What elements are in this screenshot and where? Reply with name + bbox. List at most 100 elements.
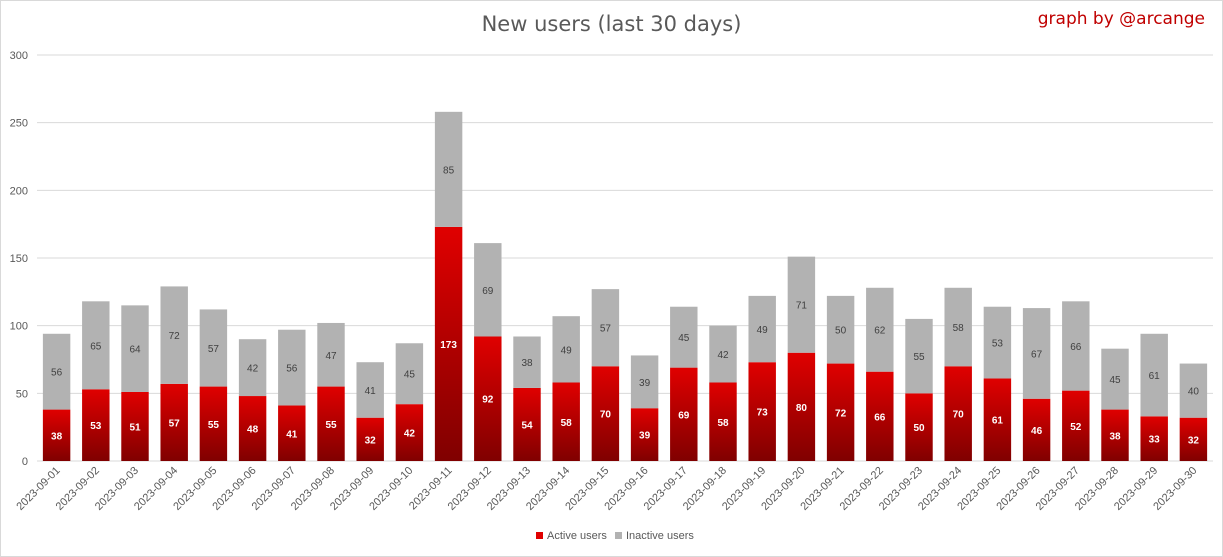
data-label-inactive: 57 bbox=[208, 344, 220, 355]
bar-inactive-users bbox=[983, 306, 1012, 379]
bar-inactive-users bbox=[1179, 363, 1208, 418]
data-label-inactive: 40 bbox=[1188, 387, 1200, 398]
data-label-active: 55 bbox=[208, 420, 220, 431]
data-label-inactive: 85 bbox=[443, 165, 455, 176]
data-label-inactive: 69 bbox=[482, 286, 494, 297]
bar-active-users bbox=[160, 383, 188, 461]
bar-active-users bbox=[866, 371, 894, 461]
data-label-inactive: 42 bbox=[717, 350, 729, 361]
data-label-active: 61 bbox=[992, 416, 1004, 427]
legend: Active users Inactive users bbox=[536, 530, 694, 542]
data-label-inactive: 38 bbox=[521, 358, 533, 369]
bar-inactive-users bbox=[317, 322, 345, 387]
data-label-active: 72 bbox=[835, 408, 847, 419]
data-label-inactive: 64 bbox=[129, 345, 141, 356]
bar-active-users bbox=[748, 362, 776, 461]
bar-inactive-users bbox=[82, 301, 110, 390]
bar-inactive-users bbox=[356, 362, 384, 418]
data-label-active: 46 bbox=[1031, 426, 1043, 437]
data-label-inactive: 45 bbox=[678, 333, 690, 344]
bar-inactive-users bbox=[278, 329, 306, 406]
bar-active-users bbox=[670, 367, 698, 461]
bar-active-users bbox=[278, 405, 306, 461]
data-label-inactive: 42 bbox=[247, 364, 259, 375]
data-label-active: 39 bbox=[639, 431, 651, 442]
data-label-inactive: 49 bbox=[561, 345, 573, 356]
y-tick-label: 100 bbox=[10, 321, 28, 333]
bars: 38 56 53 65 51 64 57 72 55 57 48 42 41 56 55 47 32 41 42 45… bbox=[42, 111, 1208, 461]
bar-inactive-users bbox=[160, 286, 188, 384]
bar-inactive-users bbox=[552, 316, 580, 383]
bar-active-users bbox=[1101, 409, 1129, 461]
data-label-inactive: 47 bbox=[325, 351, 337, 362]
bar-active-users bbox=[1140, 416, 1168, 461]
bar-inactive-users bbox=[513, 336, 541, 388]
bar-active-users bbox=[199, 386, 228, 461]
data-label-inactive: 56 bbox=[286, 364, 298, 375]
data-label-active: 70 bbox=[953, 410, 965, 421]
bar-active-users bbox=[552, 382, 580, 461]
data-label-inactive: 66 bbox=[1070, 342, 1082, 353]
bar-active-users bbox=[513, 387, 541, 461]
legend-swatch-active bbox=[536, 532, 543, 539]
bar-inactive-users bbox=[42, 333, 71, 410]
data-label-active: 52 bbox=[1070, 422, 1082, 433]
data-label-active: 51 bbox=[129, 422, 141, 433]
y-tick-label: 250 bbox=[10, 118, 28, 130]
data-label-active: 38 bbox=[51, 431, 63, 442]
x-axis-ticks: 2023-09-012023-09-022023-09-032023-09-04… bbox=[14, 465, 1199, 513]
bar-active-users bbox=[317, 386, 345, 461]
data-label-inactive: 41 bbox=[365, 386, 377, 397]
data-label-active: 173 bbox=[440, 340, 457, 351]
bar-inactive-users bbox=[121, 305, 149, 392]
data-label-active: 70 bbox=[600, 410, 612, 421]
data-label-inactive: 45 bbox=[1109, 375, 1121, 386]
data-label-inactive: 62 bbox=[874, 326, 886, 337]
data-label-inactive: 55 bbox=[913, 352, 925, 363]
data-label-inactive: 49 bbox=[757, 325, 769, 336]
bar-inactive-users bbox=[866, 287, 894, 372]
data-label-inactive: 56 bbox=[51, 368, 63, 379]
bar-active-users bbox=[1179, 417, 1208, 461]
bar-active-users bbox=[630, 408, 659, 461]
bar-inactive-users bbox=[748, 295, 776, 363]
grid-lines bbox=[37, 54, 1213, 462]
bar-inactive-users bbox=[1140, 333, 1168, 417]
data-label-inactive: 71 bbox=[796, 301, 808, 312]
bar-inactive-users bbox=[826, 295, 855, 364]
bar-inactive-users bbox=[474, 243, 502, 337]
data-label-inactive: 50 bbox=[835, 326, 847, 337]
data-label-active: 73 bbox=[757, 408, 769, 419]
data-label-active: 58 bbox=[717, 418, 729, 429]
bar-inactive-users bbox=[670, 306, 698, 368]
y-axis-ticks: 0 50 100 150 200 250 300 bbox=[10, 50, 28, 468]
bar-active-users bbox=[238, 396, 267, 461]
data-label-active: 38 bbox=[1109, 431, 1121, 442]
data-label-active: 33 bbox=[1149, 435, 1161, 446]
bar-active-users bbox=[905, 393, 933, 461]
bar-active-users bbox=[1022, 398, 1051, 461]
bar-inactive-users bbox=[630, 355, 659, 409]
bar-inactive-users bbox=[905, 318, 933, 394]
bar-inactive-users bbox=[709, 325, 737, 383]
data-label-active: 58 bbox=[561, 418, 573, 429]
bar-active-users bbox=[787, 352, 816, 461]
data-label-inactive: 45 bbox=[404, 370, 416, 381]
data-label-inactive: 39 bbox=[639, 378, 651, 389]
data-label-inactive: 67 bbox=[1031, 349, 1043, 360]
bar-active-users bbox=[474, 336, 502, 461]
legend-label-active: Active users bbox=[547, 530, 607, 542]
data-label-inactive: 53 bbox=[992, 339, 1004, 350]
data-label-active: 55 bbox=[325, 420, 337, 431]
bar-active-users bbox=[42, 409, 71, 461]
bar-active-users bbox=[434, 226, 463, 461]
bar-inactive-users bbox=[591, 289, 620, 367]
legend-label-inactive: Inactive users bbox=[626, 530, 694, 542]
bar-active-users bbox=[82, 389, 110, 461]
y-tick-label: 150 bbox=[10, 253, 28, 265]
data-label-active: 32 bbox=[365, 435, 377, 446]
data-label-active: 53 bbox=[90, 421, 102, 432]
bar-active-users bbox=[1062, 390, 1090, 461]
chart-credit: graph by @arcange bbox=[1037, 9, 1205, 29]
